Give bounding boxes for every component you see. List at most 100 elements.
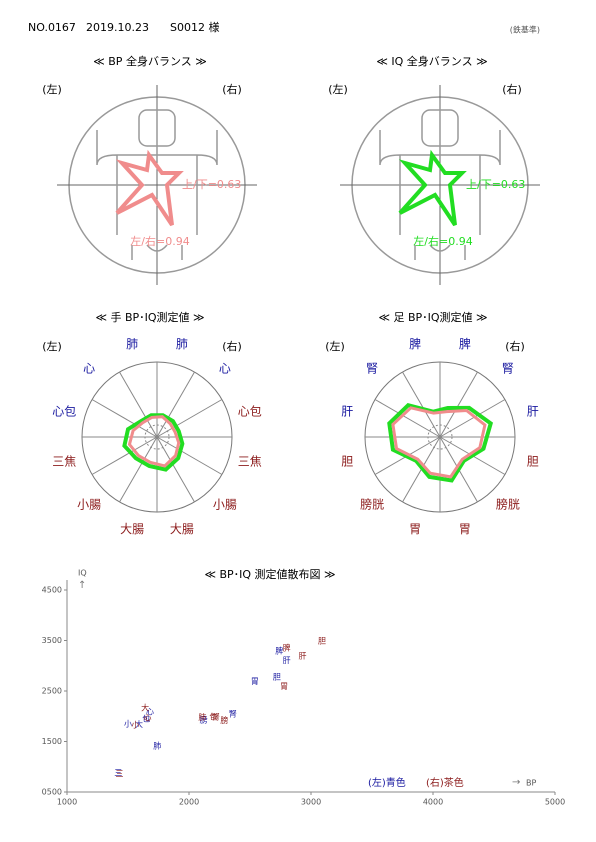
radar-spoke: [156, 436, 195, 503]
radar-title: ≪ 手 BP･IQ測定値 ≫: [95, 310, 204, 324]
standard-note: (鉄基準): [510, 25, 540, 35]
radar-label: 心包: [238, 405, 262, 419]
radar-series: [387, 402, 494, 483]
right-label: (右): [222, 339, 242, 353]
left-label: (左): [42, 340, 62, 353]
radar-spoke: [439, 371, 478, 438]
radar-spoke: [156, 399, 223, 438]
radar-spoke: [402, 371, 441, 438]
balance-figures: [57, 85, 540, 285]
radar-spoke: [374, 399, 441, 438]
scatter-point: 肺: [153, 742, 161, 751]
radar-label: 胆: [341, 454, 353, 468]
left-label: (左): [328, 83, 348, 96]
x-tick-label: 1000: [57, 798, 77, 807]
radar-label: 三焦: [52, 454, 76, 468]
ratio-ud: 上/下=0.63: [466, 178, 525, 191]
left-label: (左): [42, 83, 62, 96]
scatter-point: 腎: [229, 710, 237, 719]
ratio-lr: 左/右=0.94: [130, 234, 189, 248]
figure: [57, 85, 257, 285]
x-tick-label: 5000: [545, 798, 565, 807]
left-label: (左): [325, 340, 345, 353]
scatter-point: 包: [209, 711, 217, 721]
x-tick-label: 4000: [423, 798, 443, 807]
radar-series: [122, 413, 185, 472]
radar-label: 肝: [527, 405, 539, 419]
scatter-point: 肺: [198, 713, 206, 722]
radar-label: 肝: [341, 405, 353, 419]
scatter-point: 小: [131, 720, 139, 729]
scatter-title: ≪ BP･IQ 測定値散布図 ≫: [204, 567, 335, 581]
scatter-point: 胆: [273, 672, 281, 681]
scatter-point: 肝: [283, 656, 291, 665]
balance-title: ≪ BP 全身バランス ≫: [93, 54, 206, 68]
svg-text:→: →: [512, 777, 520, 788]
legend-entry: (右)茶色: [426, 776, 464, 789]
right-label: (右): [222, 82, 242, 96]
scatter-point: 心: [146, 708, 154, 717]
scatter-point: 膀: [200, 714, 208, 724]
x-tick-label: 3000: [301, 798, 321, 807]
radar-label: 心包: [52, 405, 76, 419]
scatter-point: 肝: [298, 652, 306, 661]
right-label: (右): [505, 339, 525, 353]
radar-label: 三焦: [238, 454, 262, 468]
y-axis-label: IQ: [78, 569, 87, 578]
radar-spoke: [119, 436, 158, 503]
radar-label: 心: [219, 362, 231, 376]
radar-series: [127, 415, 181, 468]
y-tick-label: 2500: [42, 687, 62, 696]
legend-entry: (左)青色: [368, 776, 406, 789]
right-label: (右): [502, 82, 522, 96]
y-tick-label: 0500: [42, 788, 62, 797]
radar-label: 肺: [176, 337, 188, 351]
radar-spoke: [119, 371, 158, 438]
scatter-point: 大: [141, 703, 149, 713]
radar-spoke: [91, 399, 158, 438]
balance-title: ≪ IQ 全身バランス ≫: [376, 54, 487, 68]
scatter-point: 胆: [318, 637, 326, 646]
scatter-point: 脾: [275, 646, 283, 656]
radar-spoke: [156, 436, 223, 475]
radar-label: 膀胱: [496, 496, 520, 511]
ratio-lr: 左/右=0.94: [413, 234, 472, 248]
radar-label: 肺: [126, 337, 138, 351]
radar-series: [391, 406, 487, 479]
radar-label: 胃: [409, 522, 421, 536]
radar-label: 心: [83, 362, 95, 376]
record-no: NO.0167: [28, 21, 76, 34]
scatter-point: 胃: [251, 677, 259, 686]
radar-label: 大腸: [170, 522, 194, 536]
radar-label: 腎: [366, 362, 378, 376]
figure: [340, 85, 540, 285]
y-tick-label: 4500: [42, 586, 62, 595]
scatter-point: 心: [144, 713, 152, 722]
radar-spoke: [439, 399, 506, 438]
scatter-point: 腎: [212, 712, 220, 721]
scatter-point: 三: [114, 768, 122, 777]
radar-label: 小腸: [213, 497, 237, 511]
x-axis-label: BP: [526, 779, 536, 788]
radar-label: 脾: [409, 336, 421, 351]
scatter-point: 胃: [280, 682, 288, 691]
x-tick-label: 2000: [179, 798, 199, 807]
radar-label: 膀胱: [360, 496, 384, 511]
radar-label: 胃: [459, 522, 471, 536]
ratio-ud: 上/下=0.63: [182, 178, 241, 191]
scatter-point: 大: [135, 719, 143, 729]
radar-label: 胆: [527, 454, 539, 468]
date: 2019.10.23: [86, 21, 149, 34]
scatter-point: 脾: [283, 643, 291, 653]
y-tick-label: 3500: [42, 636, 62, 645]
scatter-point: 膀: [220, 715, 228, 725]
svg-text:↑: ↑: [78, 580, 86, 591]
scatter-point: 小: [124, 719, 132, 728]
scatter-point: 三: [115, 769, 123, 778]
radar-label: 小腸: [77, 497, 101, 511]
radar-label: 大腸: [120, 522, 144, 536]
patient: S0012 様: [170, 20, 219, 34]
radar-spoke: [91, 436, 158, 475]
